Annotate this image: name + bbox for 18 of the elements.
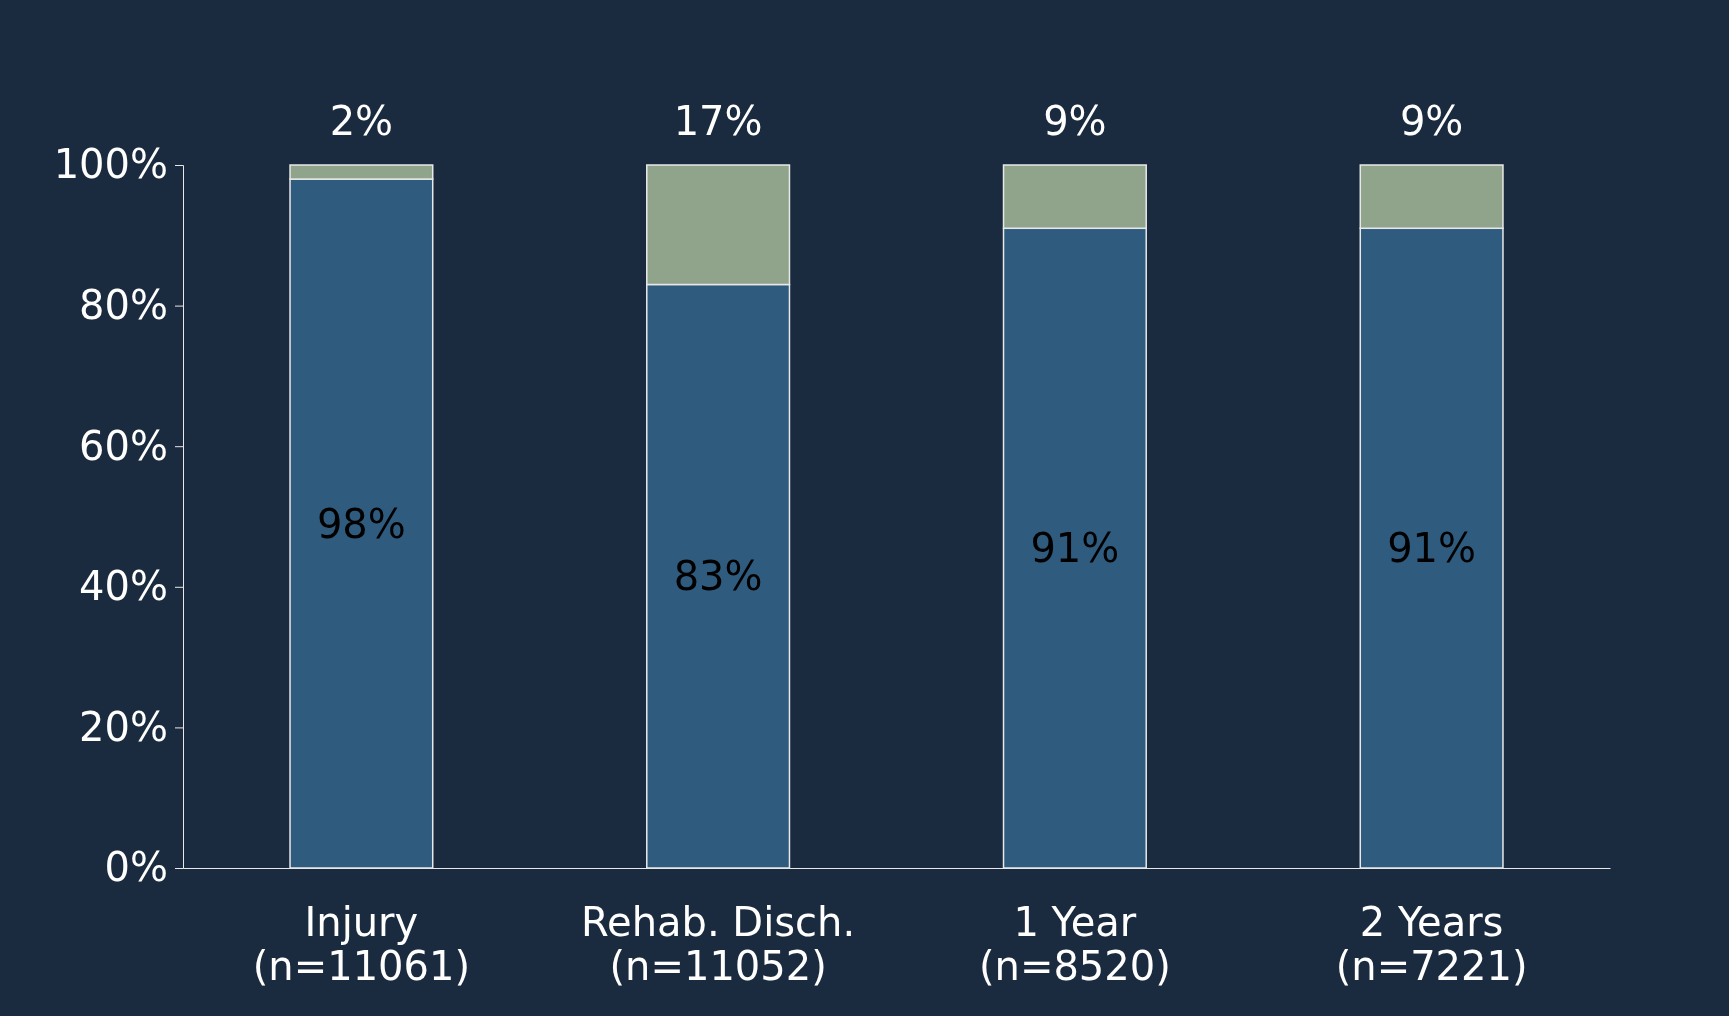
x-tick-label: 1 Year (n=8520) (978, 899, 1171, 989)
data-label: 98% (316, 500, 406, 547)
y-tick-label: 20% (79, 703, 168, 750)
y-tick-label: 60% (79, 422, 168, 469)
data-label: 17% (673, 98, 763, 144)
data-label: 91% (1030, 525, 1120, 572)
y-tick-label: 40% (79, 563, 168, 610)
x-tick-label: 2 Years (n=7221) (1335, 899, 1528, 989)
x-tick-label: Rehab. Disch. (n=11052) (581, 899, 856, 989)
y-tick-label: 80% (79, 281, 168, 328)
data-label: 9% (1043, 98, 1107, 144)
y-tick-label: 100% (53, 141, 168, 188)
data-label: 9% (1399, 98, 1464, 144)
x-tick-label: Injury (n=11061) (252, 899, 471, 989)
y-tick-label: 0% (104, 844, 168, 891)
data-label: 83% (673, 553, 763, 600)
data-label: 91% (1387, 525, 1477, 572)
data-label: 2% (329, 98, 394, 144)
